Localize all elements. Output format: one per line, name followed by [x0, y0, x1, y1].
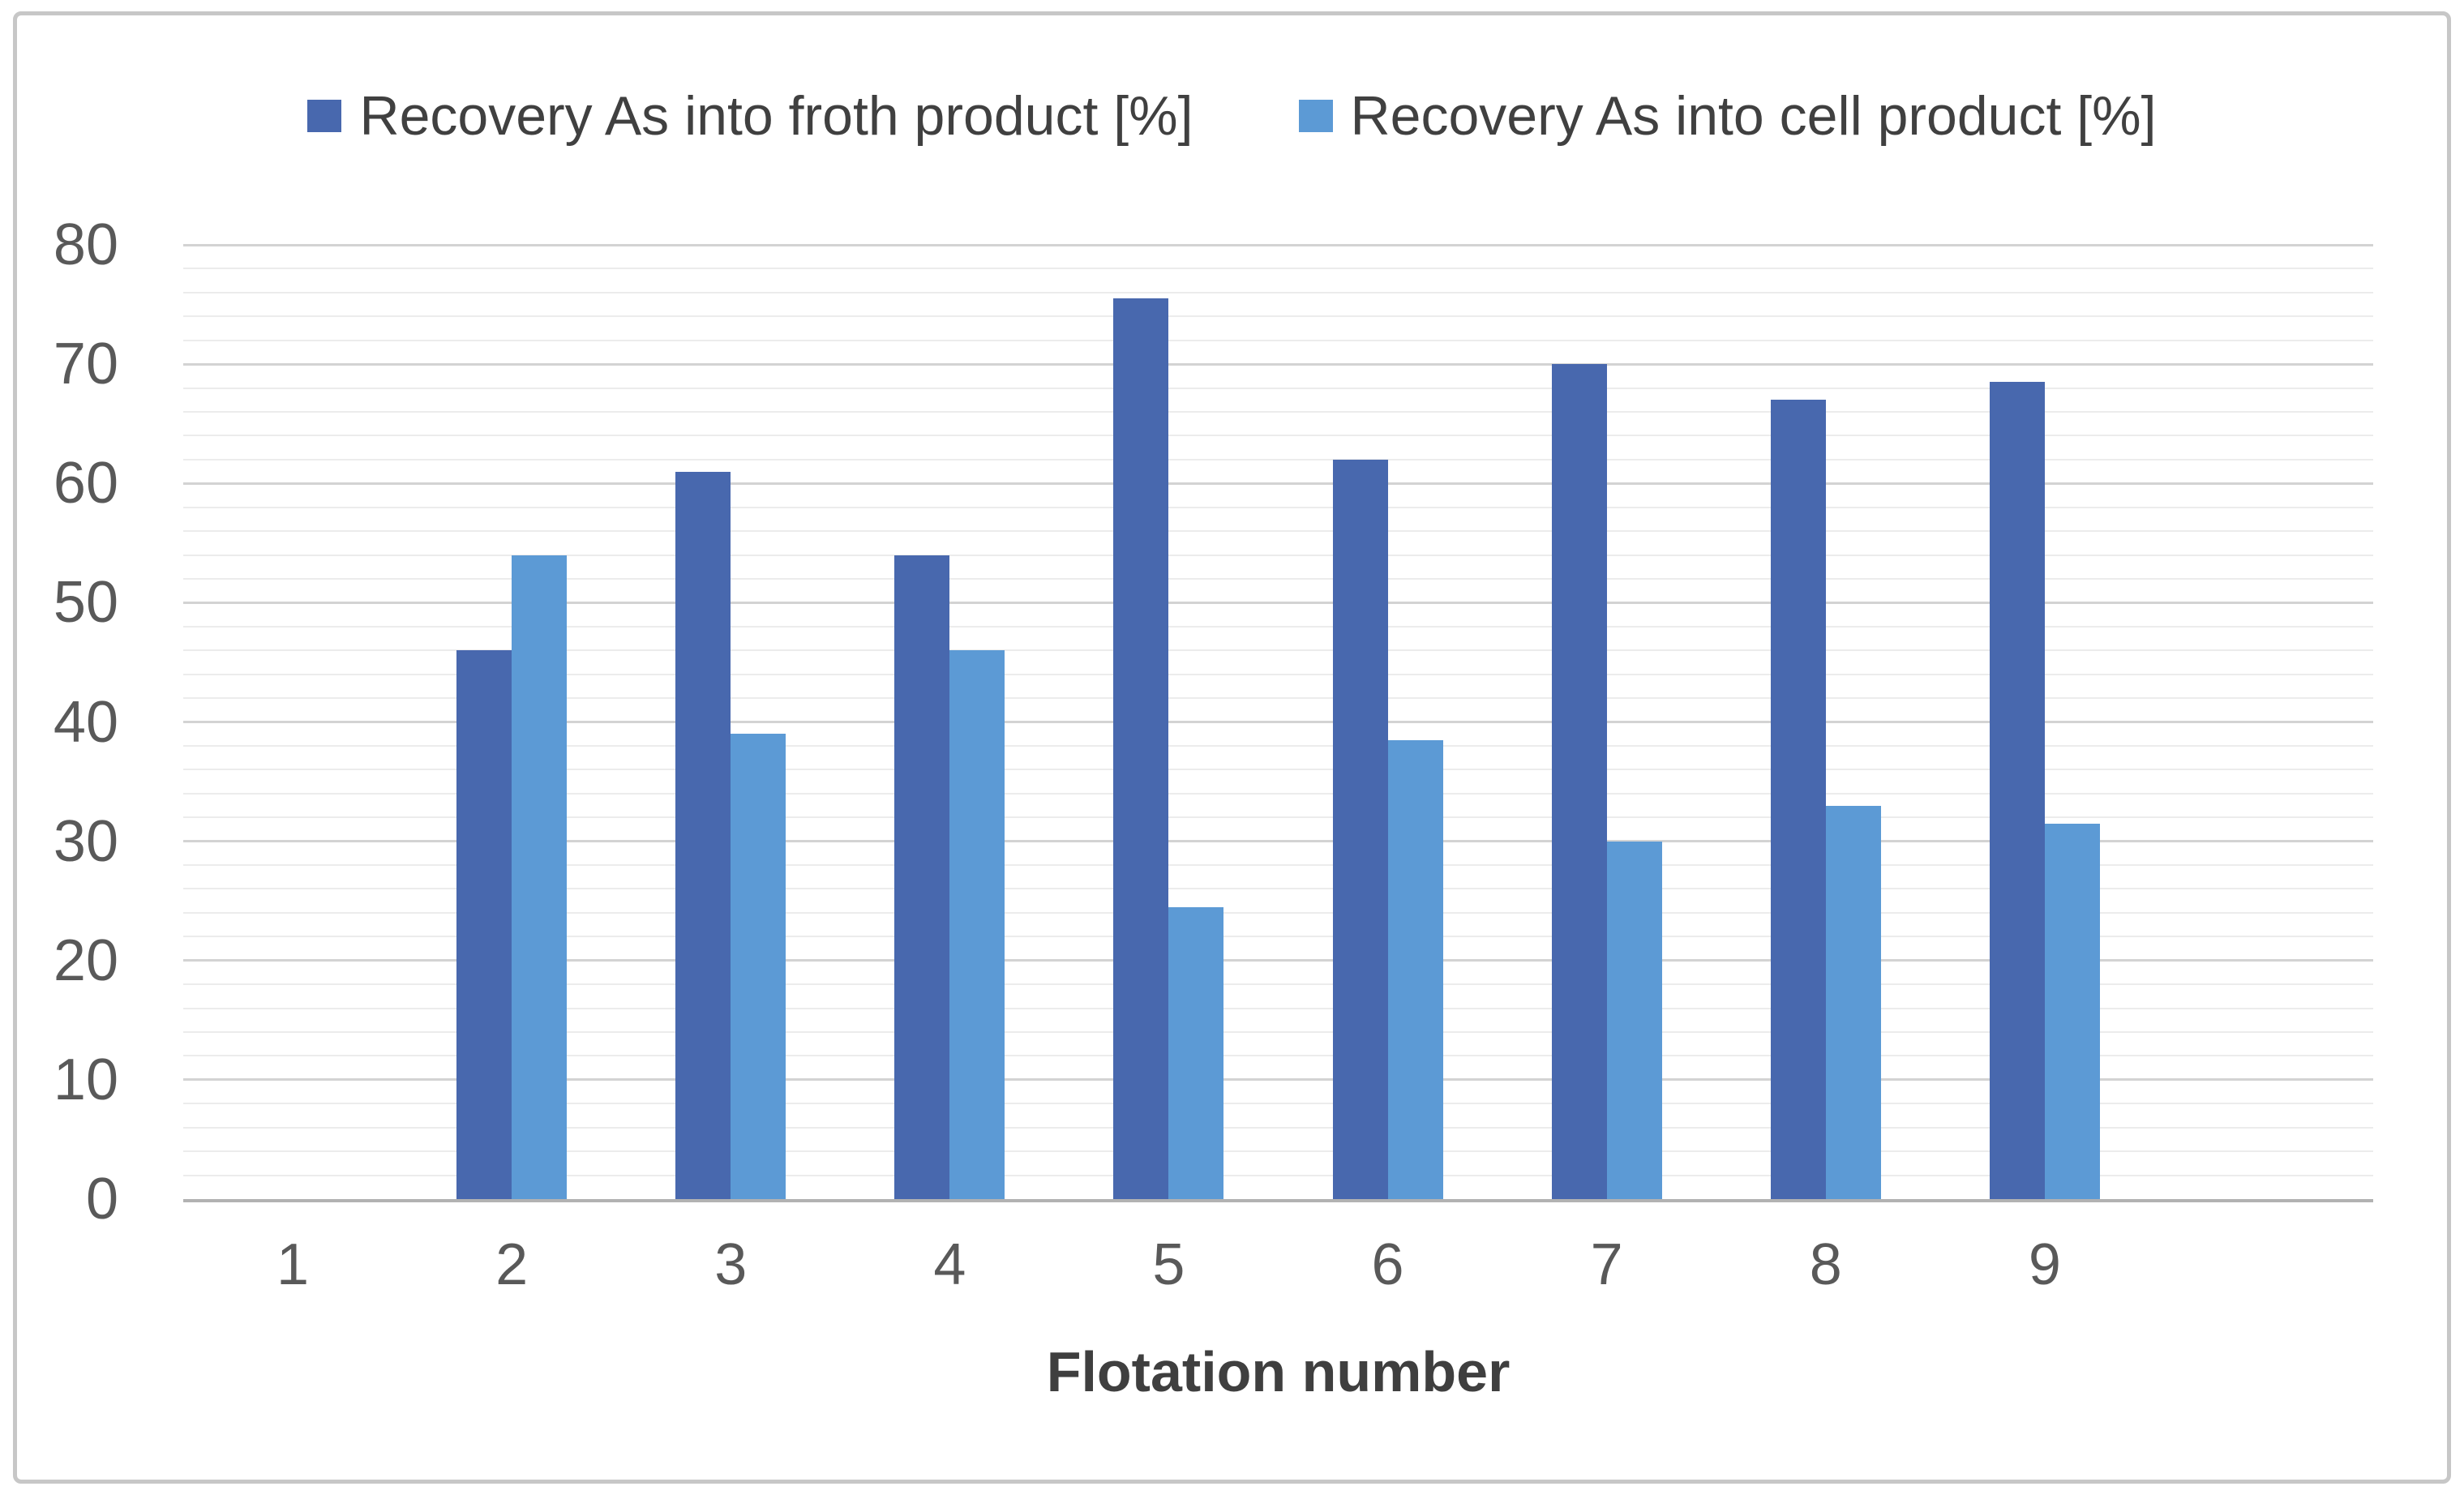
legend-swatch-cell-icon	[1298, 99, 1333, 132]
x-tick-label-3: 3	[714, 1232, 748, 1297]
gridline-minor-34	[183, 792, 2373, 795]
y-tick-label-40: 40	[53, 689, 118, 755]
gridline-minor-36	[183, 769, 2373, 771]
x-axis-tick-labels: 1 2 3 4 5 6 7 8 9	[183, 1228, 2373, 1301]
gridline-minor-2	[183, 1174, 2373, 1176]
y-tick-label-0: 0	[85, 1167, 118, 1232]
gridline-minor-48	[183, 625, 2373, 628]
gridline-minor-22	[183, 936, 2373, 938]
gridline-major-80	[183, 243, 2373, 246]
bar-froth-4	[894, 555, 950, 1199]
gridline-major-30	[183, 840, 2373, 843]
y-tick-label-10: 10	[53, 1047, 118, 1112]
gridline-major-60	[183, 482, 2373, 485]
gridline-minor-72	[183, 339, 2373, 341]
bar-froth-9	[1989, 382, 2045, 1199]
bar-cell-8	[1825, 805, 1881, 1199]
gridline-minor-46	[183, 649, 2373, 652]
x-axis-title: Flotation number	[1046, 1340, 1511, 1403]
bar-cell-7	[1606, 841, 1662, 1199]
bar-froth-7	[1551, 364, 1607, 1199]
x-tick-label-5: 5	[1152, 1232, 1185, 1297]
gridline-minor-12	[183, 1055, 2373, 1057]
x-tick-label-4: 4	[933, 1232, 966, 1297]
gridline-minor-76	[183, 291, 2373, 293]
gridline-minor-28	[183, 864, 2373, 867]
gridline-minor-16	[183, 1007, 2373, 1009]
bar-froth-6	[1332, 459, 1388, 1199]
y-tick-label-20: 20	[53, 927, 118, 993]
gridline-minor-6	[183, 1126, 2373, 1129]
gridline-minor-38	[183, 744, 2373, 747]
x-tick-label-2: 2	[495, 1232, 529, 1297]
legend-swatch-froth-icon	[307, 99, 342, 132]
legend: Recovery As into froth product [%] Recov…	[0, 81, 2464, 150]
bar-cell-2	[512, 555, 568, 1199]
gridline-minor-42	[183, 697, 2373, 700]
gridline-minor-74	[183, 315, 2373, 318]
gridline-major-70	[183, 362, 2373, 366]
y-tick-label-80: 80	[53, 212, 118, 277]
y-axis-tick-labels: 0 10 20 30 40 50 60 70 80	[0, 212, 122, 1232]
gridline-minor-64	[183, 435, 2373, 437]
x-tick-label-8: 8	[1809, 1232, 1842, 1297]
gridline-minor-8	[183, 1103, 2373, 1105]
gridline-minor-24	[183, 911, 2373, 914]
y-tick-label-30: 30	[53, 808, 118, 874]
bar-froth-5	[1113, 298, 1169, 1199]
gridline-major-50	[183, 601, 2373, 604]
x-tick-label-7: 7	[1590, 1232, 1623, 1297]
plot-area	[183, 243, 2373, 1202]
gridline-minor-68	[183, 387, 2373, 389]
gridline-minor-58	[183, 506, 2373, 508]
bar-froth-3	[675, 471, 731, 1199]
gridline-minor-66	[183, 410, 2373, 413]
legend-label-froth: Recovery As into froth product [%]	[359, 84, 1193, 147]
gridline-minor-32	[183, 816, 2373, 819]
legend-item-cell[interactable]: Recovery As into cell product [%]	[1298, 84, 2157, 148]
gridline-major-40	[183, 721, 2373, 723]
y-tick-label-50: 50	[53, 570, 118, 636]
gridline-minor-78	[183, 268, 2373, 270]
bar-cell-6	[1387, 739, 1443, 1199]
legend-label-cell: Recovery As into cell product [%]	[1350, 84, 2157, 147]
gridline-minor-14	[183, 1031, 2373, 1034]
gridline-minor-54	[183, 554, 2373, 556]
gridline-minor-26	[183, 888, 2373, 890]
gridline-major-10	[183, 1078, 2373, 1082]
gridline-major-20	[183, 959, 2373, 962]
bar-cell-9	[2044, 823, 2100, 1199]
bar-cell-5	[1168, 906, 1224, 1199]
bar-froth-8	[1770, 400, 1826, 1199]
gridline-minor-62	[183, 458, 2373, 460]
y-tick-label-70: 70	[53, 332, 118, 397]
gridline-minor-56	[183, 530, 2373, 533]
gridline-minor-52	[183, 577, 2373, 580]
bar-cell-3	[731, 734, 786, 1199]
x-tick-label-9: 9	[2028, 1232, 2061, 1297]
legend-item-froth[interactable]: Recovery As into froth product [%]	[307, 84, 1193, 148]
bar-froth-2	[456, 650, 512, 1199]
x-tick-label-6: 6	[1371, 1232, 1404, 1297]
x-tick-label-1: 1	[276, 1232, 310, 1297]
gridline-minor-44	[183, 673, 2373, 675]
gridline-minor-4	[183, 1150, 2373, 1153]
bar-cell-4	[949, 650, 1005, 1199]
y-tick-label-60: 60	[53, 451, 118, 516]
gridline-minor-18	[183, 983, 2373, 986]
